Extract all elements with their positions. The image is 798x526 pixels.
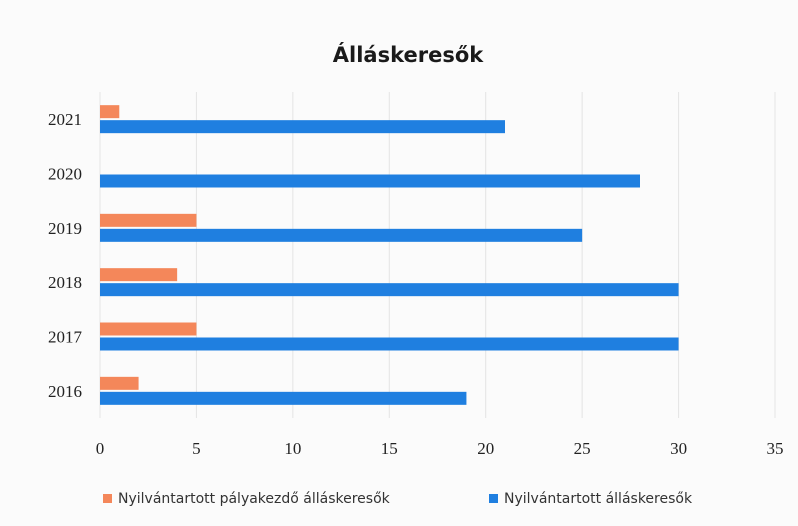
legend-label-pályakezdő: Nyilvántartott pályakezdő álláskeresők: [118, 491, 391, 507]
x-tick-20: 20: [477, 439, 494, 458]
bar-allaskereso-2021: [100, 120, 505, 134]
x-tick-25: 25: [574, 439, 591, 458]
y-tick-2021: 2021: [48, 110, 82, 129]
legend-swatch-álláskeresők: [489, 494, 498, 503]
y-axis-ticks: 2016 2017 2018 2019 2020 2021: [48, 110, 83, 401]
x-tick-15: 15: [381, 439, 398, 458]
x-tick-10: 10: [284, 439, 301, 458]
bar-palyakezdo-2016: [100, 376, 139, 390]
x-tick-5: 5: [192, 439, 201, 458]
bar-allaskereso-2019: [100, 228, 583, 242]
bar-allaskereso-2020: [100, 174, 640, 188]
x-axis-ticks: 0 5 10 15 20 25 30 35: [96, 439, 784, 458]
bar-palyakezdo-2017: [100, 322, 197, 336]
bar-allaskereso-2018: [100, 283, 679, 297]
legend: Nyilvántartott pályakezdő álláskeresők N…: [103, 491, 693, 507]
bar-palyakezdo-2019: [100, 213, 197, 227]
y-tick-2016: 2016: [48, 382, 82, 401]
bars: [100, 105, 679, 405]
legend-swatch-pályakezdő: [103, 494, 112, 503]
y-tick-2017: 2017: [48, 328, 83, 347]
bar-allaskereso-2016: [100, 391, 467, 405]
y-tick-2019: 2019: [48, 219, 82, 238]
bar-palyakezdo-2021: [100, 105, 120, 119]
gridlines: [99, 92, 776, 418]
y-tick-2020: 2020: [48, 165, 82, 184]
x-tick-35: 35: [767, 439, 784, 458]
y-tick-2018: 2018: [48, 273, 82, 292]
legend-label-álláskeresők: Nyilvántartott álláskeresők: [504, 491, 693, 507]
x-tick-30: 30: [670, 439, 687, 458]
x-tick-0: 0: [96, 439, 105, 458]
bar-palyakezdo-2018: [100, 268, 178, 282]
chart-title: Álláskeresők: [333, 42, 484, 67]
bar-allaskereso-2017: [100, 337, 679, 351]
